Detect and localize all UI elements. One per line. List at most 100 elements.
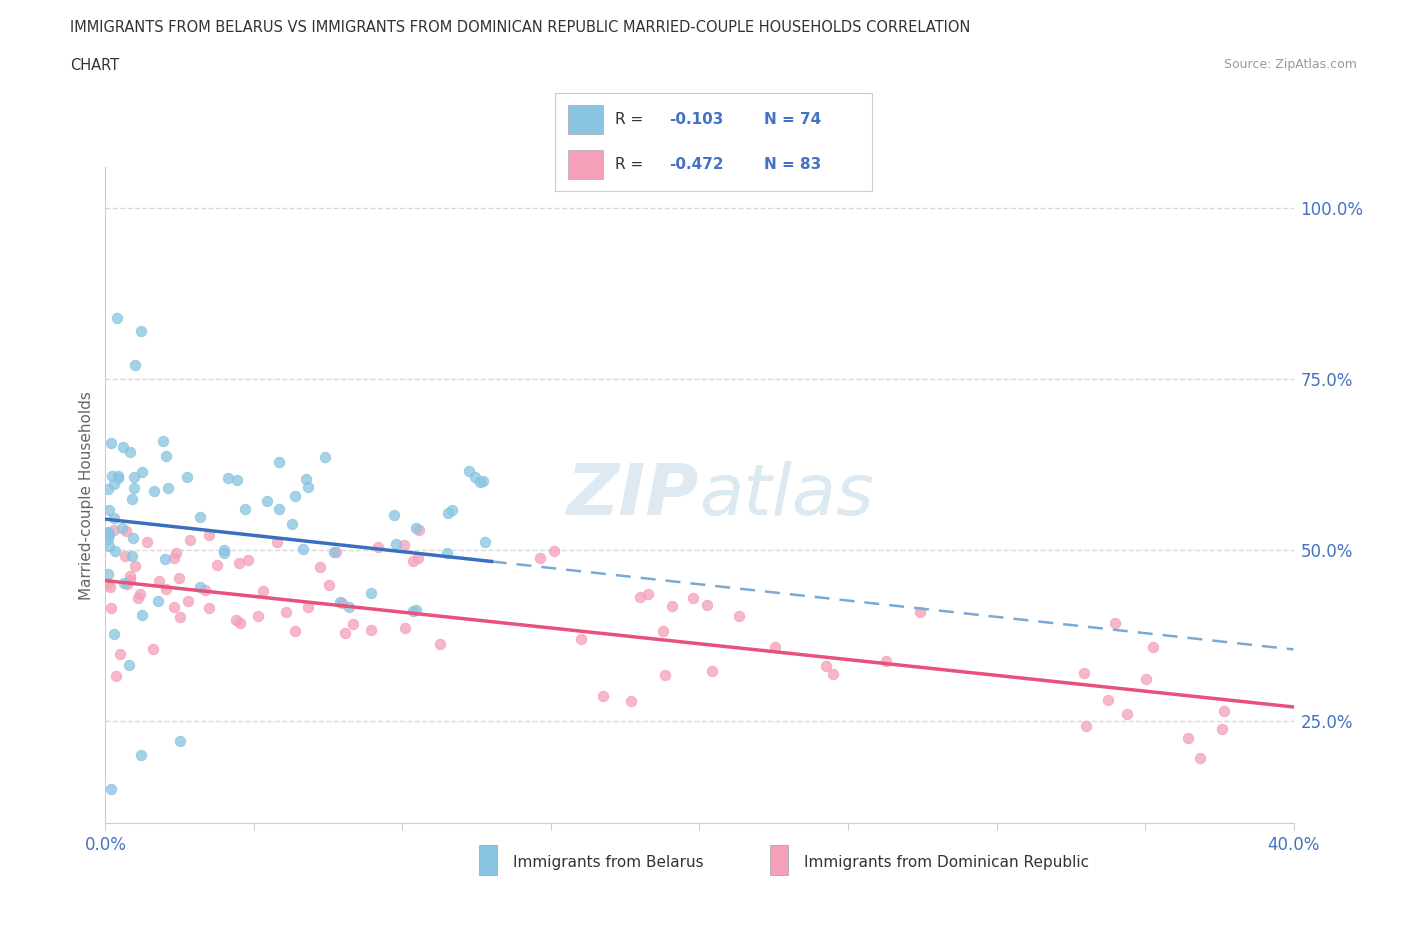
Point [529,551,551,565]
Point [284,624,307,639]
Point [235,501,257,516]
Point [107,469,129,484]
Point [155,581,177,596]
Point [155,551,177,566]
Point [131,465,153,480]
Point [98,527,121,542]
Point [198,527,221,542]
Point [198,600,221,615]
Point [229,616,252,631]
Point [205,557,228,572]
Point [97,538,120,553]
Point [127,591,149,605]
Point [276,604,298,619]
Point [696,598,718,613]
Point [267,455,290,470]
Text: CHART: CHART [70,58,120,73]
Point [169,734,191,749]
Point [226,472,249,487]
Point [1135,671,1157,686]
Text: Immigrants from Belarus: Immigrants from Belarus [513,855,704,870]
Point [1104,616,1126,631]
Text: -0.472: -0.472 [669,157,724,172]
Point [384,537,406,551]
Point [98,502,121,517]
Point [176,470,198,485]
Point [637,587,659,602]
Point [105,311,128,325]
Point [214,546,236,561]
Point [763,640,786,655]
Point [360,585,382,600]
Point [543,543,565,558]
Point [115,524,138,538]
Point [104,669,127,684]
Point [360,623,382,638]
Point [236,552,259,567]
Point [474,534,496,549]
Point [107,471,129,485]
Point [464,470,486,485]
Point [104,544,127,559]
Point [165,545,187,560]
Text: R =: R = [616,157,644,172]
Point [402,554,425,569]
Point [682,591,704,605]
Point [318,578,340,592]
Point [121,491,143,506]
Point [314,450,336,465]
Text: Source: ZipAtlas.com: Source: ZipAtlas.com [1223,58,1357,71]
Point [103,511,125,525]
Point [1211,722,1233,737]
Point [129,748,152,763]
Point [246,608,269,623]
Point [97,566,120,581]
Point [97,576,120,591]
Point [329,594,352,609]
Y-axis label: Married-couple Households: Married-couple Households [79,391,94,600]
Point [155,449,177,464]
Text: R =: R = [616,112,644,126]
Text: -0.103: -0.103 [669,112,724,126]
Point [337,599,360,614]
Point [115,577,138,591]
Point [167,570,190,585]
Point [128,587,150,602]
Point [252,583,274,598]
Point [97,525,120,540]
Point [97,482,120,497]
Text: N = 83: N = 83 [765,157,821,172]
Point [322,544,344,559]
Point [1097,693,1119,708]
Point [100,436,122,451]
Point [429,636,451,651]
Point [661,599,683,614]
Point [297,600,319,615]
Point [111,521,134,536]
Point [408,523,430,538]
Point [651,624,673,639]
Text: atlas: atlas [700,460,875,530]
Point [120,572,142,587]
Point [103,523,125,538]
Point [101,468,124,483]
Point [405,520,427,535]
Point [256,494,278,509]
Point [269,501,291,516]
Point [654,668,676,683]
Point [436,546,458,561]
Point [103,477,125,492]
Point [143,484,166,498]
Point [121,548,143,563]
Point [702,663,724,678]
Point [97,525,120,539]
Point [297,480,319,495]
Point [225,612,247,627]
Point [169,610,191,625]
Point [188,510,211,525]
Point [163,600,186,615]
Point [228,556,250,571]
Point [112,439,135,454]
Point [122,470,145,485]
Point [402,603,425,618]
